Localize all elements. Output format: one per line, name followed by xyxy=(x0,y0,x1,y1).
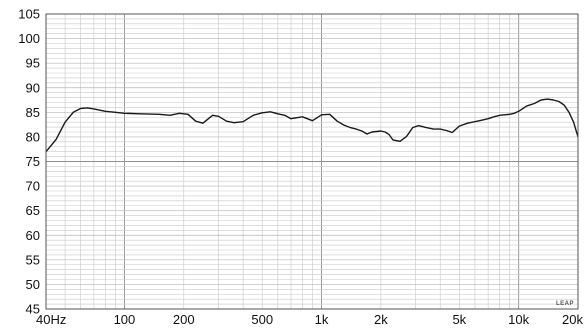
y-tick-label: 45 xyxy=(26,302,40,317)
y-tick-label: 55 xyxy=(26,252,40,267)
y-tick-label: 65 xyxy=(26,203,40,218)
series-group xyxy=(45,98,579,153)
x-tick-label: 10k xyxy=(508,312,529,327)
x-tick-label: 1k xyxy=(315,312,329,327)
grid-lines xyxy=(46,14,578,309)
x-tick-label: 100 xyxy=(114,312,136,327)
y-tick-label: 70 xyxy=(26,179,40,194)
x-axis-tick-labels: 40Hz 100 200 500 1k 2k 5k 10k 20k xyxy=(36,312,583,327)
y-tick-label: 60 xyxy=(26,228,40,243)
y-tick-label: 85 xyxy=(26,105,40,120)
x-tick-label: 200 xyxy=(173,312,195,327)
watermark-text: LEAP xyxy=(556,301,574,307)
x-tick-label: 500 xyxy=(251,312,273,327)
y-tick-label: 105 xyxy=(18,7,40,22)
y-tick-label: 100 xyxy=(18,31,40,46)
y-tick-label: 50 xyxy=(26,277,40,292)
x-tick-label: 5k xyxy=(452,312,466,327)
y-tick-label: 80 xyxy=(26,129,40,144)
x-tick-label: 40Hz xyxy=(36,312,66,327)
x-tick-label: 2k xyxy=(374,312,388,327)
frequency-response-curve xyxy=(45,98,579,153)
x-tick-label: 20k xyxy=(562,312,583,327)
y-tick-label: 95 xyxy=(26,56,40,71)
plot-frame xyxy=(45,13,579,310)
y-tick-label: 90 xyxy=(26,80,40,95)
y-axis-tick-labels: 45 50 55 60 65 70 75 80 85 90 95 100 105 xyxy=(18,7,40,317)
y-tick-label: 75 xyxy=(26,154,40,169)
